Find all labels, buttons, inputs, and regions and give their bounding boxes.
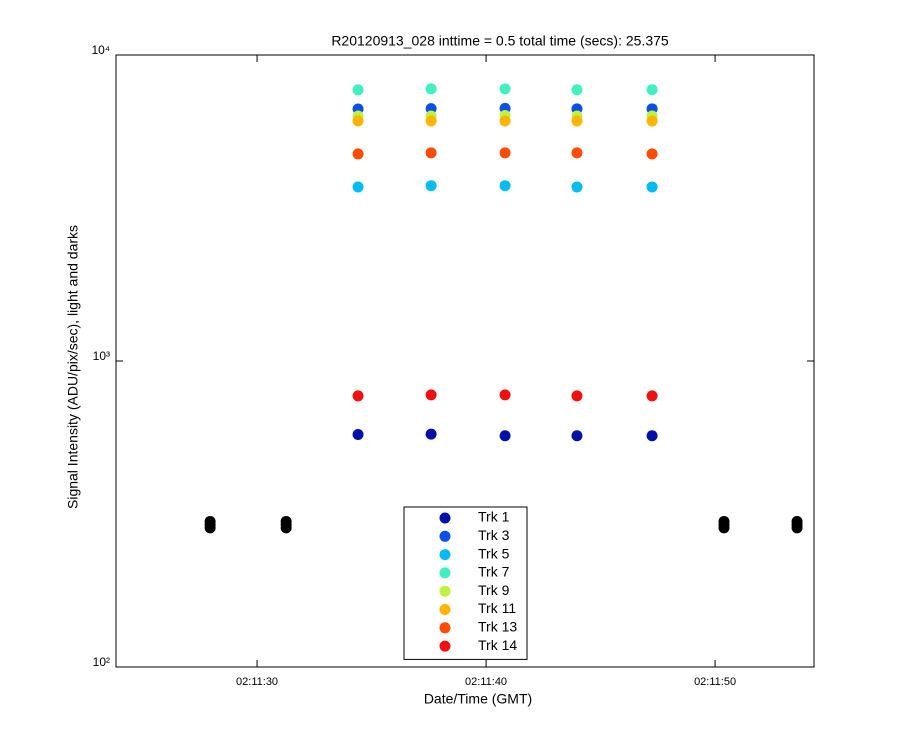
y-tick-label: 10³ <box>93 349 110 363</box>
legend-marker <box>439 530 451 542</box>
legend-box <box>403 506 528 660</box>
point <box>646 84 658 96</box>
point <box>571 115 583 127</box>
legend-label: Trk 1 <box>478 509 510 525</box>
point <box>204 515 216 527</box>
point <box>352 390 364 402</box>
point <box>646 390 658 402</box>
point <box>718 515 730 527</box>
point <box>425 389 437 401</box>
point <box>571 181 583 193</box>
point <box>646 115 658 127</box>
point <box>352 84 364 96</box>
point <box>425 83 437 95</box>
legend-label: Trk 3 <box>478 527 510 543</box>
point <box>425 180 437 192</box>
point <box>499 83 511 95</box>
legend-marker <box>439 549 451 561</box>
y-tick-label: 10² <box>93 655 110 669</box>
point <box>646 148 658 160</box>
x-tick-label: 02:11:40 <box>465 676 507 688</box>
x-axis-label: Date/Time (GMT) <box>424 691 532 707</box>
point <box>499 115 511 127</box>
point <box>499 147 511 159</box>
x-tick-label: 02:11:50 <box>694 676 736 688</box>
legend-marker <box>439 512 451 524</box>
y-axis-label: Signal Intensity (ADU/pix/sec), light an… <box>65 225 81 509</box>
chart-title: R20120913_028 inttime = 0.5 total time (… <box>331 33 669 49</box>
legend-marker <box>439 640 451 652</box>
legend-label: Trk 11 <box>478 600 516 616</box>
point <box>352 115 364 127</box>
legend-marker <box>439 604 451 615</box>
y-tick-label: 10⁴ <box>91 43 110 57</box>
x-tick-label: 02:11:30 <box>236 676 278 688</box>
point <box>646 430 658 442</box>
point <box>425 115 437 127</box>
legend-label: Trk 13 <box>478 619 517 635</box>
legend-label: Trk 7 <box>478 564 510 580</box>
point <box>571 147 583 159</box>
point <box>425 428 437 440</box>
point <box>791 515 803 527</box>
point <box>352 148 364 160</box>
point <box>571 430 583 442</box>
point <box>352 181 364 193</box>
point <box>499 389 511 401</box>
point <box>352 429 364 441</box>
point <box>280 515 292 527</box>
legend-label: Trk 14 <box>478 637 517 653</box>
legend-marker <box>439 567 451 579</box>
legend-label: Trk 9 <box>478 582 510 598</box>
point <box>646 181 658 193</box>
legend-marker <box>439 622 451 634</box>
point <box>425 147 437 159</box>
point <box>499 430 511 442</box>
legend-marker <box>439 585 451 597</box>
point <box>499 180 511 192</box>
legend-label: Trk 5 <box>478 545 510 561</box>
point <box>571 84 583 96</box>
point <box>571 390 583 402</box>
